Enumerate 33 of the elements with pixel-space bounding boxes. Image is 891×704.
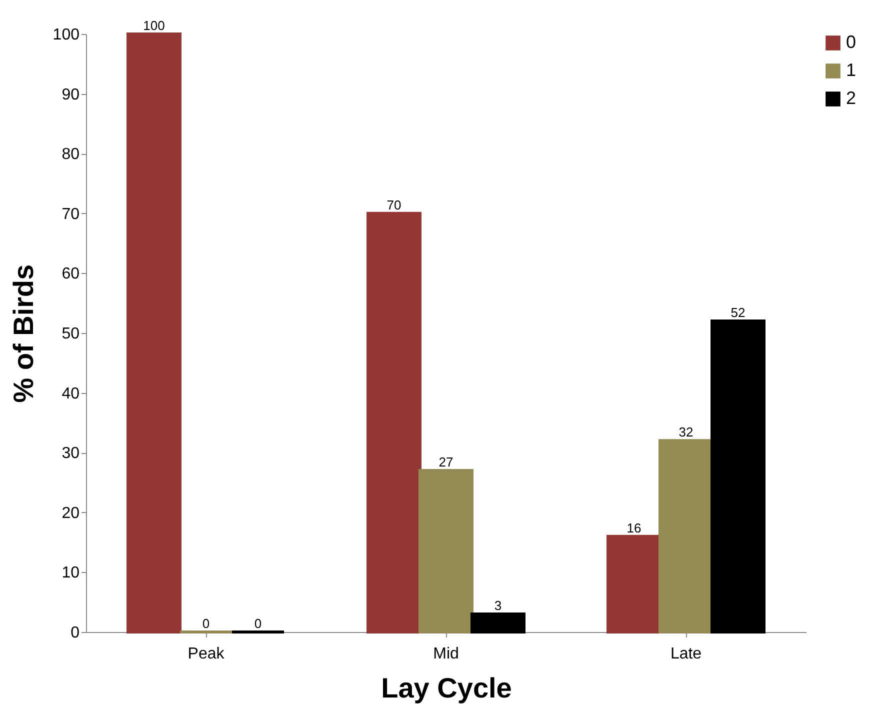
y-tick-label: 10 — [62, 564, 80, 582]
data-label: 27 — [438, 454, 454, 470]
x-tick-label: Late — [670, 646, 702, 662]
y-tick-label: 80 — [62, 146, 80, 164]
y-tick-label: 20 — [62, 504, 80, 522]
y-tick-label: 70 — [62, 206, 80, 223]
bar — [470, 612, 526, 634]
x-tick-label: Peak — [188, 646, 226, 662]
y-tick-label: 0 — [70, 624, 80, 642]
data-label: 70 — [386, 197, 402, 212]
data-label: 16 — [626, 520, 642, 536]
y-axis-title: % of Birds — [8, 264, 39, 403]
data-label: 52 — [730, 305, 746, 320]
x-tick-label: Mid — [433, 646, 459, 662]
legend-label: 1 — [846, 60, 856, 80]
y-tick-label: 90 — [62, 86, 80, 104]
data-label: 0 — [254, 616, 262, 631]
bar — [418, 469, 474, 634]
legend-label: 2 — [846, 88, 856, 108]
y-tick-label: 40 — [62, 385, 80, 402]
y-tick-label: 50 — [62, 326, 80, 342]
legend-label: 0 — [846, 32, 856, 52]
x-axis-title: Lay Cycle — [381, 672, 512, 704]
bar — [710, 320, 766, 634]
y-tick-label: 60 — [62, 266, 80, 283]
data-label: 3 — [494, 598, 502, 614]
y-tick-label: 30 — [62, 445, 80, 462]
data-label: 0 — [202, 616, 210, 631]
bar — [126, 32, 182, 634]
bar — [366, 212, 422, 634]
y-tick-label: 100 — [52, 26, 80, 44]
data-label: 100 — [143, 18, 165, 33]
data-label: 32 — [678, 424, 694, 440]
